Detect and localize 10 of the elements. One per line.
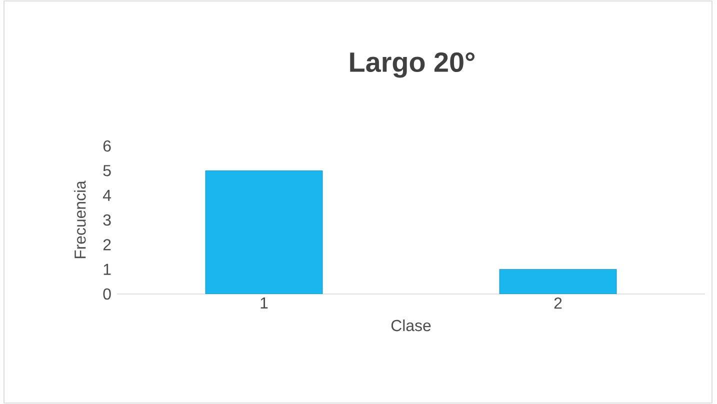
y-tick-label: 3 [103, 214, 111, 226]
y-axis-title: Frecuencia [74, 180, 86, 258]
y-tick-label: 6 [103, 140, 111, 152]
y-tick-label: 1 [104, 264, 111, 275]
y-tick-label: 0 [103, 288, 111, 300]
x-axis-title: Clase [391, 319, 431, 332]
chart-title: Largo 20° [350, 52, 474, 78]
y-tick-label: 5 [103, 165, 111, 176]
y-tick-label: 2 [103, 239, 111, 250]
y-tick-label: 4 [102, 190, 112, 201]
